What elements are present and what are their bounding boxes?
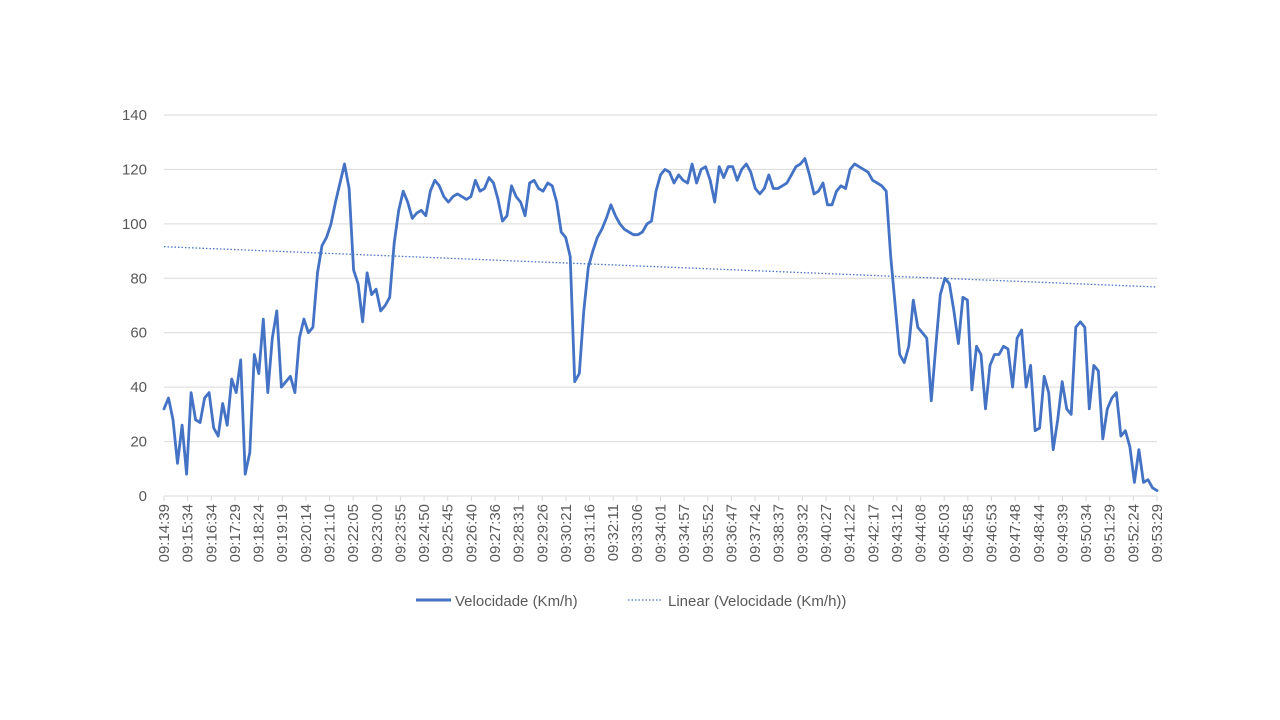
x-tick-label: 09:49:39 [1054,504,1071,562]
x-tick-label: 09:48:44 [1031,504,1048,562]
x-tick-label: 09:28:31 [511,504,528,562]
x-tick-label: 09:15:34 [180,504,197,562]
y-tick-label: 20 [130,434,147,451]
x-tick-label: 09:45:58 [960,504,977,562]
y-tick-label: 40 [130,379,147,396]
x-tick-label: 09:14:39 [156,504,173,562]
y-tick-label: 140 [122,107,147,124]
x-tick-label: 09:37:42 [747,504,764,562]
x-tick-label: 09:23:00 [369,504,386,562]
x-tick-label: 09:26:40 [463,504,480,562]
x-tick-label: 09:34:01 [653,504,670,562]
x-tick-label: 09:40:27 [818,504,835,562]
y-tick-label: 60 [130,325,147,342]
y-tick-label: 0 [139,488,147,505]
y-axis: 0 20 40 60 80 100 120 140 [122,107,147,505]
y-tick-label: 100 [122,216,147,233]
series-line-linear-trend [163,246,1158,288]
x-tick-label: 09:42:17 [865,504,882,562]
x-tick-label: 09:20:14 [298,504,315,562]
x-tick-label: 09:46:53 [984,504,1001,562]
legend: Velocidade (Km/h) Linear (Velocidade (Km… [416,593,846,610]
x-tick-label: 09:53:29 [1149,504,1166,562]
x-tick-label: 09:19:19 [274,504,291,562]
x-tick-label: 09:29:26 [534,504,551,562]
x-tick-label: 09:45:03 [936,504,953,562]
x-tick-label: 09:16:34 [203,504,220,562]
x-tick-label: 09:31:16 [582,504,599,562]
x-tick-label: 09:22:05 [345,504,362,562]
x-tick-label: 09:39:32 [794,504,811,562]
plot-series [162,157,1159,493]
legend-label-velocidade: Velocidade (Km/h) [455,593,578,610]
x-tick-label: 09:24:50 [416,504,433,562]
x-tick-label: 09:44:08 [913,504,930,562]
x-tick-label: 09:21:10 [322,504,339,562]
x-tick-label: 09:30:21 [558,504,575,562]
legend-label-linear: Linear (Velocidade (Km/h)) [668,593,846,610]
x-tick-label: 09:32:11 [605,504,622,561]
x-tick-label: 09:52:24 [1125,504,1142,562]
x-tick-label: 09:38:37 [771,504,788,562]
x-tick-label: 09:17:29 [227,504,244,562]
x-axis: 09:14:39 09:15:34 09:16:34 09:17:29 09:18:24… [156,495,1166,562]
x-tick-label: 09:47:48 [1007,504,1024,562]
x-tick-label: 09:51:29 [1102,504,1119,562]
x-tick-label: 09:43:12 [889,504,906,562]
series-line-velocidade [162,157,1159,493]
x-tick-label: 09:35:52 [700,504,717,562]
x-tick-label: 09:41:22 [842,504,859,562]
gridlines [164,114,1157,443]
x-tick-label: 09:33:06 [629,504,646,562]
x-tick-label: 09:27:36 [487,504,504,562]
y-tick-label: 120 [122,161,147,178]
x-tick-label: 09:36:47 [723,504,740,562]
x-tick-label: 09:25:45 [440,504,457,562]
x-tick-label: 09:34:57 [676,504,693,562]
x-tick-label: 09:50:34 [1078,504,1095,562]
x-tick-label: 09:23:55 [392,504,409,562]
y-tick-label: 80 [130,270,147,287]
x-tick-label: 09:18:24 [251,504,268,562]
